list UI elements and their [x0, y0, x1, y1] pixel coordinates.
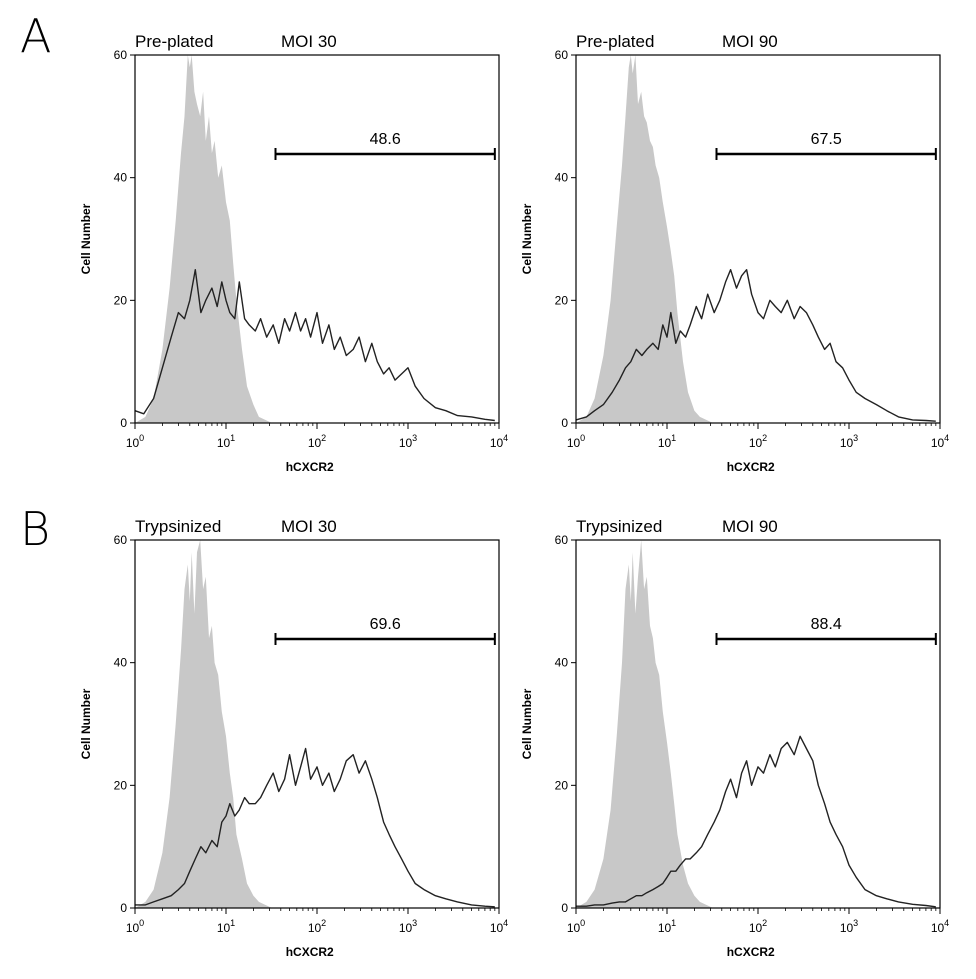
y-axis-label: Cell Number	[79, 688, 93, 759]
y-tick-label: 40	[555, 171, 569, 185]
y-tick-label: 40	[114, 171, 128, 185]
y-tick-label: 60	[114, 533, 128, 547]
y-tick-label: 20	[114, 293, 128, 307]
x-tick-label: 102	[308, 433, 326, 450]
x-tick-label: 103	[399, 918, 417, 935]
x-tick-label: 100	[126, 433, 144, 450]
control-histogram-area	[576, 540, 713, 908]
x-tick-label: 101	[217, 433, 235, 450]
y-tick-label: 0	[120, 416, 127, 430]
control-histogram-area	[576, 55, 713, 423]
y-tick-label: 20	[114, 778, 128, 792]
panel-label-b: B	[20, 502, 50, 556]
panel-moi-label: MOI 90	[722, 517, 778, 536]
hcxcr2-histogram-line	[134, 269, 495, 422]
y-axis-label: Cell Number	[79, 203, 93, 274]
y-tick-label: 60	[555, 48, 569, 62]
chart-1: 0 20 40 60 100 101 102 103 104 hCXCR2 Cell Number P…	[79, 32, 508, 474]
control-histogram-area	[135, 55, 272, 423]
x-axis-label: hCXCR2	[727, 945, 775, 959]
y-axis-label: Cell Number	[520, 688, 534, 759]
x-tick-label: 104	[931, 918, 949, 935]
x-tick-label: 101	[217, 918, 235, 935]
y-tick-label: 0	[120, 901, 127, 915]
y-tick-label: 60	[114, 48, 128, 62]
x-tick-label: 101	[658, 918, 676, 935]
hcxcr2-histogram-line	[135, 747, 495, 908]
control-histogram-area	[135, 540, 272, 908]
x-tick-label: 102	[749, 918, 767, 935]
x-axis-label: hCXCR2	[727, 460, 775, 474]
x-tick-label: 104	[490, 918, 508, 935]
chart-3: 0 20 40 60 100 101 102 103 104 hCXCR2 Cell Number T…	[79, 517, 508, 959]
y-tick-label: 20	[555, 293, 569, 307]
charts-container: 0 20 40 60 100 101 102 103 104 hCXCR2 Cell Number P…	[79, 32, 949, 959]
x-tick-label: 104	[490, 433, 508, 450]
panel-condition-label: Pre-plated	[576, 32, 654, 51]
y-tick-label: 40	[114, 656, 128, 670]
x-tick-label: 100	[126, 918, 144, 935]
panel-label-a: A	[20, 9, 51, 63]
chart-4: 0 20 40 60 100 101 102 103 104 hCXCR2 Cell Number T…	[520, 517, 949, 959]
x-tick-label: 102	[308, 918, 326, 935]
y-tick-label: 60	[555, 533, 569, 547]
gate-percentage: 67.5	[811, 131, 842, 148]
x-axis-label: hCXCR2	[286, 460, 334, 474]
hcxcr2-histogram-line	[576, 735, 936, 908]
panel-moi-label: MOI 90	[722, 32, 778, 51]
hcxcr2-histogram-line	[575, 269, 936, 422]
x-axis-label: hCXCR2	[286, 945, 334, 959]
x-tick-label: 103	[399, 433, 417, 450]
x-tick-label: 101	[658, 433, 676, 450]
panel-condition-label: Trypsinized	[576, 517, 662, 536]
x-tick-label: 104	[931, 433, 949, 450]
x-tick-label: 103	[840, 918, 858, 935]
x-tick-label: 100	[567, 433, 585, 450]
y-tick-label: 40	[555, 656, 569, 670]
y-axis-label: Cell Number	[520, 203, 534, 274]
x-tick-label: 102	[749, 433, 767, 450]
x-tick-label: 103	[840, 433, 858, 450]
panel-condition-label: Pre-plated	[135, 32, 213, 51]
panel-moi-label: MOI 30	[281, 517, 337, 536]
gate-percentage: 88.4	[811, 616, 842, 633]
chart-2: 0 20 40 60 100 101 102 103 104 hCXCR2 Cell Number P…	[520, 32, 949, 474]
panel-moi-label: MOI 30	[281, 32, 337, 51]
y-tick-label: 0	[561, 901, 568, 915]
gate-percentage: 69.6	[370, 616, 401, 633]
gate-percentage: 48.6	[370, 131, 401, 148]
y-tick-label: 0	[561, 416, 568, 430]
panel-condition-label: Trypsinized	[135, 517, 221, 536]
x-tick-label: 100	[567, 918, 585, 935]
y-tick-label: 20	[555, 778, 569, 792]
